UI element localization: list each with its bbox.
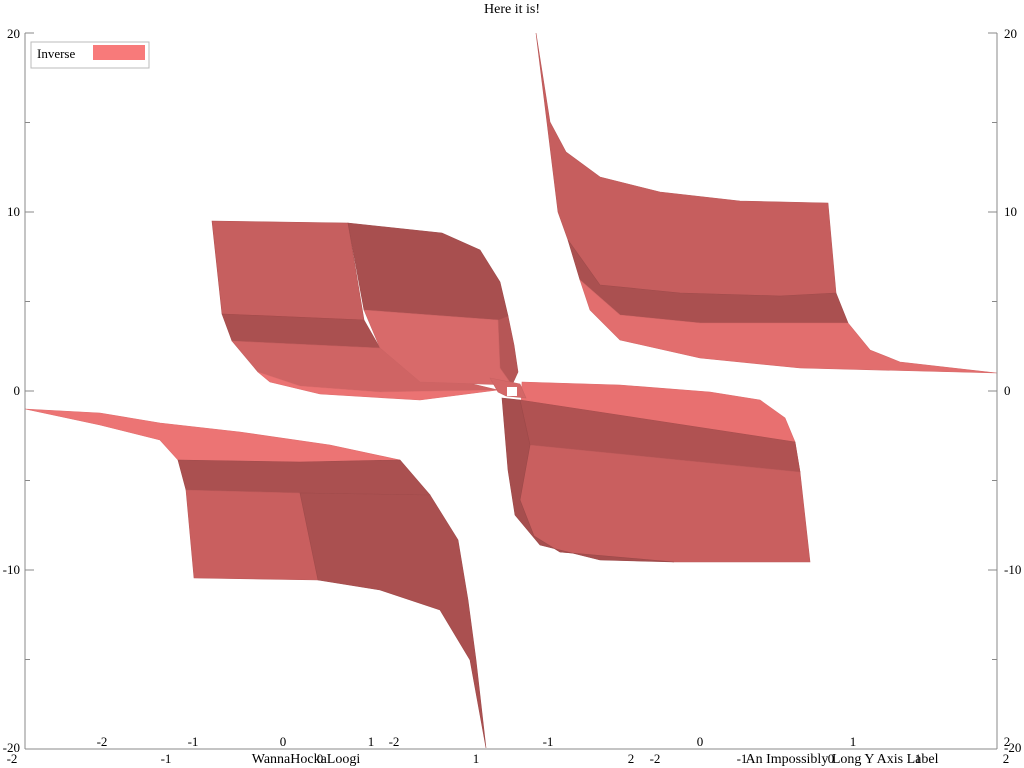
x-tick-label: -1 bbox=[188, 734, 199, 749]
z-tick-label-left: 20 bbox=[7, 26, 20, 41]
x-tick-label: 1 bbox=[473, 751, 480, 766]
x-tick-label: -1 bbox=[161, 751, 172, 766]
z-tick-label-right: -10 bbox=[1004, 562, 1021, 577]
y-tick-label: 2 bbox=[1003, 751, 1010, 766]
x-tick-label: 0 bbox=[280, 734, 287, 749]
z-tick-label-right: 10 bbox=[1004, 204, 1017, 219]
z-axis-ticks-right: -20 -10 0 10 20 bbox=[988, 26, 1021, 755]
surface-face-center-upper-back bbox=[347, 222, 509, 321]
y-tick-label: 2 bbox=[1004, 734, 1011, 749]
surface-face-left-lower-tail bbox=[24, 408, 401, 463]
z-tick-label-left: 10 bbox=[7, 204, 20, 219]
surface-plot bbox=[24, 32, 998, 749]
z-tick-label-left: -10 bbox=[3, 562, 20, 577]
z-tick-label-right: 20 bbox=[1004, 26, 1017, 41]
x-tick-label: -2 bbox=[97, 734, 108, 749]
legend-swatch bbox=[93, 45, 145, 60]
legend-label: Inverse bbox=[37, 46, 75, 61]
surface-left-lower-sheet bbox=[24, 408, 487, 749]
surface-face-right-upper-front bbox=[579, 279, 998, 374]
z-axis-ticks-left: -20 -10 0 10 20 bbox=[3, 26, 34, 755]
y-tick-label: 0 bbox=[828, 751, 835, 766]
surface-right-upper-sheet bbox=[535, 32, 998, 374]
y-tick-label: -1 bbox=[543, 734, 554, 749]
x-tick-label: -2 bbox=[7, 751, 18, 766]
z-tick-label-right: -20 bbox=[1004, 740, 1021, 755]
y-tick-label: -2 bbox=[650, 751, 661, 766]
z-tick-label-right: 0 bbox=[1004, 383, 1011, 398]
x-tick-label: 2 bbox=[628, 751, 635, 766]
x-tick-label: 0 bbox=[317, 751, 324, 766]
surface-center-lower-sheet bbox=[501, 381, 811, 563]
surface-face-center-lower-side bbox=[501, 397, 675, 563]
y-tick-label: 1 bbox=[915, 751, 922, 766]
y-tick-label: -1 bbox=[737, 751, 748, 766]
z-tick-label-left: 0 bbox=[14, 383, 21, 398]
surface-face-left-lower-front bbox=[185, 489, 319, 581]
y-axis-label: An Impossibly Long Y Axis Label bbox=[745, 752, 938, 767]
y-tick-label: -2 bbox=[389, 734, 400, 749]
surface-center-upper-sheet bbox=[347, 222, 519, 386]
surface-face-left-lower-side bbox=[299, 492, 487, 749]
surface-center-crossing bbox=[489, 377, 527, 399]
y-tick-label: 0 bbox=[697, 734, 704, 749]
x-axis-ticks: -2 -2 -1 -1 0 0 1 1 2 bbox=[7, 734, 635, 766]
y-tick-label: 1 bbox=[850, 734, 857, 749]
legend: Inverse bbox=[30, 41, 150, 69]
x-tick-label: 1 bbox=[368, 734, 375, 749]
surface-face-left-upper-back bbox=[211, 220, 365, 321]
surface-face-left-lower-band bbox=[177, 459, 431, 496]
z-tick-label-left: -20 bbox=[3, 740, 20, 755]
surface-face-right-upper-spike bbox=[535, 32, 837, 297]
surface-center-hole bbox=[507, 387, 517, 396]
surface-face-left-upper-lip bbox=[257, 371, 499, 401]
chart-title: Here it is! bbox=[484, 2, 540, 17]
x-axis-label: WannaHockaLoogi bbox=[252, 752, 361, 767]
